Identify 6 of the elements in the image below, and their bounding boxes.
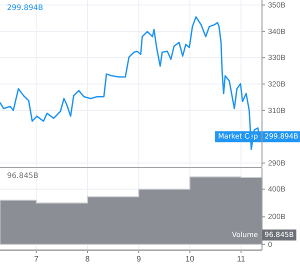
x-tick-label: 10: [185, 254, 195, 264]
line-series: [0, 16, 260, 150]
x-tick-label: 11: [236, 254, 246, 264]
x-tick-label: 9: [136, 254, 142, 264]
x-tick-label: 8: [85, 254, 90, 264]
x-tick-label: 7: [34, 254, 40, 264]
